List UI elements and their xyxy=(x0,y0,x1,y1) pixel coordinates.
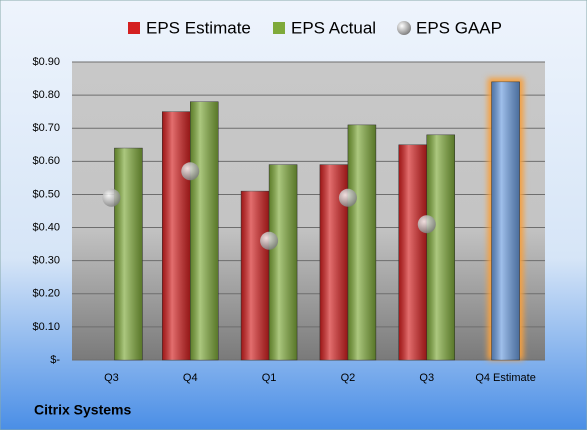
x-tick-label: Q3 xyxy=(104,372,119,384)
gaap-marker xyxy=(260,231,279,250)
legend-label: EPS GAAP xyxy=(416,18,502,37)
y-tick-label: $0.40 xyxy=(32,221,60,233)
legend-swatch xyxy=(273,22,285,34)
y-tick-label: $- xyxy=(50,354,60,366)
legend-swatch xyxy=(128,22,140,34)
chart-title: Citrix Systems xyxy=(34,402,131,418)
x-tick-label: Q1 xyxy=(262,372,277,384)
bar-shine xyxy=(269,164,298,360)
bar-shine xyxy=(491,81,520,360)
legend-label: EPS Actual xyxy=(291,18,376,37)
bar-shine xyxy=(426,134,455,360)
bar-shine xyxy=(114,148,143,360)
bar-shine xyxy=(190,101,219,360)
bar-shine xyxy=(241,191,270,360)
x-tick-label: Q4 xyxy=(183,372,198,384)
y-tick-label: $0.70 xyxy=(32,122,60,134)
gaap-marker xyxy=(181,162,200,181)
gaap-marker xyxy=(102,188,121,207)
x-tick-label: Q3 xyxy=(419,372,434,384)
y-tick-label: $0.50 xyxy=(32,188,60,200)
bar-shine xyxy=(162,111,191,361)
y-tick-label: $0.30 xyxy=(32,255,60,267)
plot-area xyxy=(72,62,545,360)
gaap-marker xyxy=(338,188,357,207)
legend-label: EPS Estimate xyxy=(146,18,251,37)
x-tick-label: Q2 xyxy=(341,372,356,384)
x-tick-label: Q4 Estimate xyxy=(475,372,536,384)
y-tick-label: $0.90 xyxy=(32,56,60,68)
bar-shine xyxy=(398,144,427,360)
bar-shine xyxy=(347,124,376,361)
legend-swatch xyxy=(397,21,411,35)
y-tick-label: $0.80 xyxy=(32,89,60,101)
y-tick-label: $0.60 xyxy=(32,155,60,167)
y-tick-label: $0.10 xyxy=(32,321,60,333)
gaap-marker xyxy=(417,215,436,234)
y-tick-label: $0.20 xyxy=(32,288,60,300)
